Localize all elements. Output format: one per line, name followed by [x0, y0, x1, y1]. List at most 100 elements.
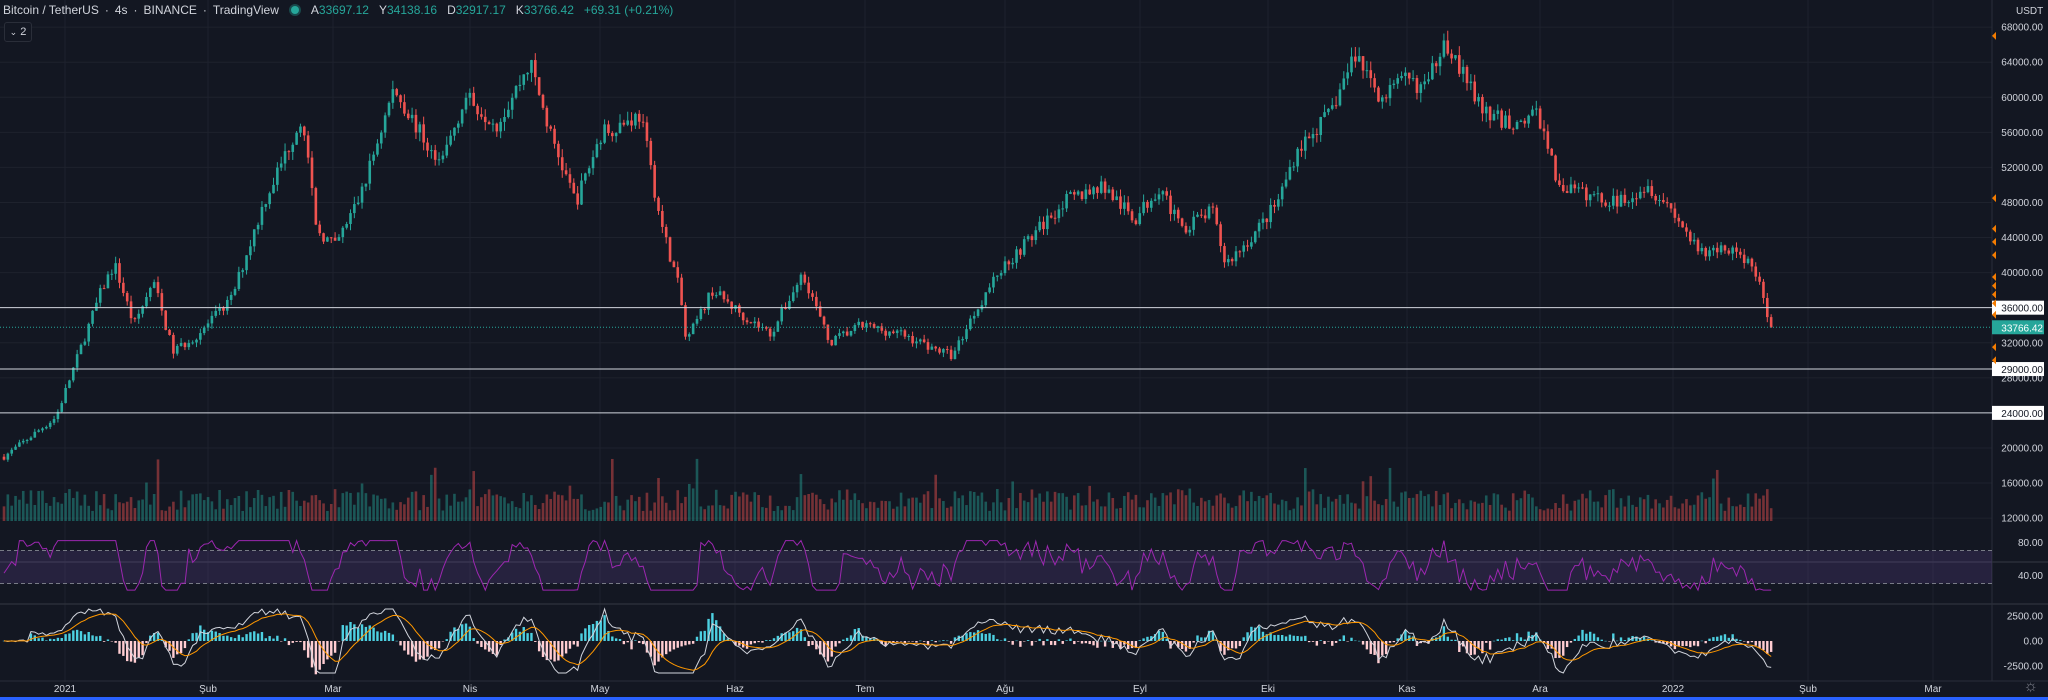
candle-body	[676, 267, 680, 278]
volume-bar	[464, 497, 468, 521]
volume-bar	[64, 492, 67, 521]
macd-hist-bar	[626, 641, 629, 643]
candle-body	[738, 305, 741, 313]
candle-body	[1273, 204, 1276, 207]
indicators-collapse-button[interactable]: ⌄ 2	[4, 22, 32, 42]
macd-hist-bar	[387, 632, 391, 641]
macd-hist-bar	[1288, 634, 1292, 641]
volume-bar	[1065, 496, 1068, 521]
candle-body	[414, 114, 418, 133]
x-tick-label: Ara	[1532, 684, 1548, 695]
macd-hist-bar	[1615, 640, 1619, 642]
macd-hist-bar	[665, 641, 668, 655]
volume-bar	[1388, 467, 1392, 521]
macd-hist-bar	[168, 641, 171, 651]
volume-bar	[1654, 499, 1657, 521]
macd-hist-bar	[1677, 641, 1680, 646]
volume-bar	[1134, 494, 1138, 521]
macd-hist-bar	[37, 638, 40, 641]
volume-bars	[2, 458, 1773, 521]
candle-body	[445, 144, 449, 156]
volume-bar	[1250, 491, 1253, 521]
candle-body	[1307, 136, 1311, 139]
macd-hist-bar	[45, 640, 48, 641]
volume-bar	[1257, 495, 1261, 521]
volume-bar	[1092, 501, 1095, 521]
candle-body	[1180, 218, 1184, 226]
candle-body	[1003, 261, 1007, 274]
volume-bar	[972, 491, 976, 521]
macd-hist-bar	[1142, 638, 1145, 641]
volume-bar	[1519, 498, 1523, 521]
volume-bar	[1715, 469, 1719, 521]
volume-bar	[911, 497, 914, 521]
candle-body	[368, 160, 372, 184]
volume-bar	[118, 502, 121, 521]
volume-bar	[306, 502, 310, 521]
macd-hist-bar	[603, 615, 606, 641]
candle-body	[1277, 199, 1280, 207]
volume-bar	[10, 505, 13, 521]
candle-body	[1461, 66, 1465, 74]
candle-body	[791, 292, 795, 302]
macd-hist-bar	[210, 630, 214, 641]
volume-bar	[1473, 501, 1476, 521]
volume-bar	[137, 500, 141, 521]
volume-bar	[329, 503, 333, 521]
symbol-name[interactable]: Bitcoin / TetherUS	[3, 3, 99, 17]
candle-body	[780, 307, 783, 322]
candle-body	[1650, 186, 1654, 196]
macd-hist-bar	[757, 641, 760, 643]
macd-hist-bar	[946, 640, 949, 642]
candle-body	[214, 310, 218, 316]
candle-body	[1442, 40, 1446, 57]
candle-body	[83, 341, 87, 345]
candle-body	[965, 329, 968, 340]
volume-bar	[1431, 506, 1434, 521]
macd-hist-bar	[330, 641, 333, 656]
volume-bar	[1176, 489, 1180, 521]
volume-bar	[1084, 505, 1088, 521]
candle-body	[353, 204, 356, 214]
volume-bar	[1415, 494, 1419, 521]
candle-body	[1762, 281, 1765, 298]
candle-body	[1535, 108, 1538, 110]
volume-bar	[199, 493, 202, 521]
candle-body	[549, 126, 552, 129]
candle-body	[637, 113, 641, 122]
macd-hist-bar	[1754, 641, 1757, 646]
volume-bar	[1361, 481, 1365, 521]
volume-bar	[807, 494, 810, 521]
macd-hist-bar	[1331, 641, 1334, 646]
macd-hist-bar	[826, 641, 830, 662]
x-tick-label: Ağu	[996, 684, 1014, 695]
macd-hist-bar	[599, 620, 602, 641]
volume-bar	[718, 505, 722, 521]
candle-body	[1354, 56, 1357, 62]
candle-body	[1026, 236, 1030, 240]
candle-body	[95, 302, 98, 311]
macd-hist-bar	[580, 633, 583, 641]
volume-bar	[399, 502, 402, 521]
volume-bar	[314, 495, 318, 521]
candle-body	[1184, 225, 1188, 233]
candle-body	[1088, 189, 1091, 195]
interval-label[interactable]: 4s	[114, 3, 128, 17]
macd-hist-bar	[622, 641, 626, 645]
volume-bar	[160, 510, 164, 521]
macd-hist-bar	[534, 641, 537, 642]
macd-hist-bar	[553, 641, 556, 662]
gear-icon[interactable]: ☼	[2023, 678, 2038, 695]
candle-body	[1381, 97, 1384, 102]
candle-body	[1677, 217, 1681, 222]
volume-bar	[722, 505, 726, 521]
candle-body	[1515, 121, 1519, 129]
x-tick-label: May	[591, 684, 610, 695]
macd-hist-bar	[1050, 641, 1053, 645]
candle-body	[1758, 276, 1761, 282]
volume-bar	[372, 494, 375, 521]
candle-body	[441, 155, 445, 160]
candle-body	[1073, 192, 1076, 195]
volume-bar	[1554, 503, 1557, 521]
